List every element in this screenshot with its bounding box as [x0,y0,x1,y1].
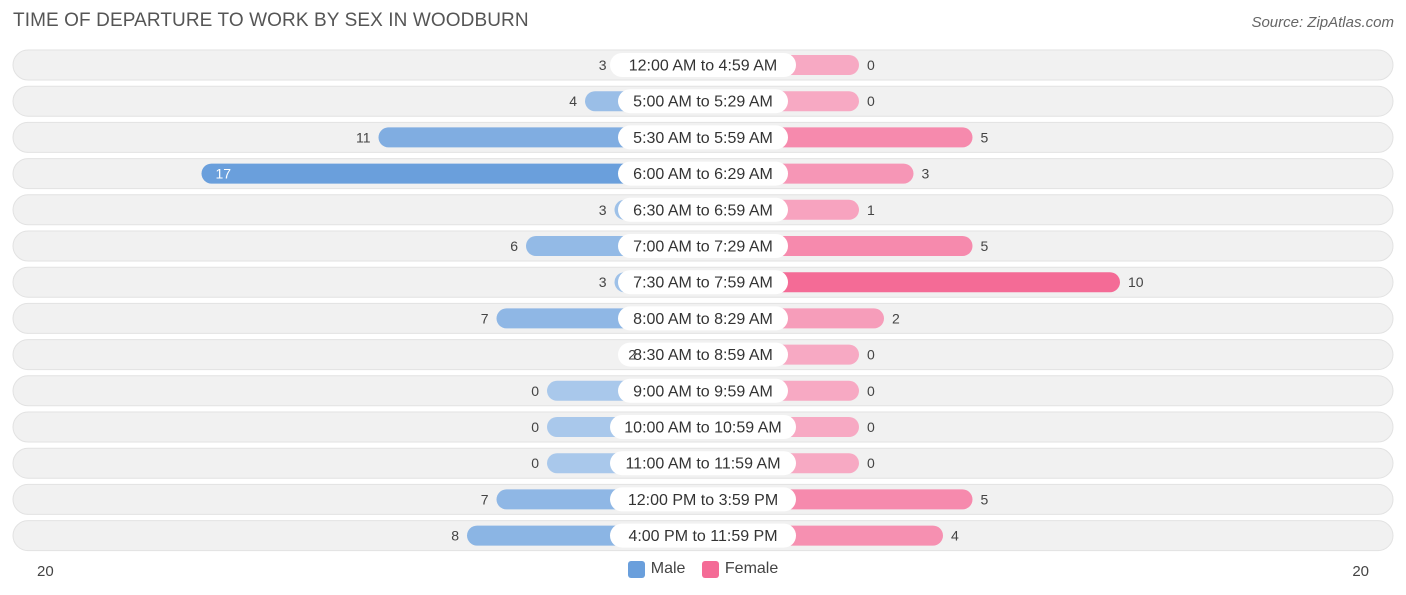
category-label: 12:00 PM to 3:59 PM [628,492,778,509]
category-label-pill [610,451,796,476]
female-value-label: 0 [867,419,875,435]
male-value-label: 4 [569,93,577,109]
chart-title: TIME OF DEPARTURE TO WORK BY SEX IN WOOD… [13,10,529,31]
axis-left-label: 20 [37,563,54,580]
category-label: 10:00 AM to 10:59 AM [624,420,781,437]
female-value-label: 0 [867,93,875,109]
category-label-pill [618,89,788,114]
legend-item-male: Male [627,560,686,578]
female-value-label: 5 [981,238,989,254]
female-value-label: 1 [867,202,875,218]
female-value-label: 5 [981,491,989,507]
female-bar [703,272,1120,293]
category-label: 9:00 AM to 9:59 AM [633,383,773,400]
male-value-label: 11 [356,129,371,145]
male-value-label: 7 [481,310,489,326]
category-label-pill [618,125,788,150]
legend-label-female: Female [724,560,779,577]
category-label: 6:00 AM to 6:29 AM [633,166,773,183]
category-label: 8:30 AM to 8:59 AM [633,347,773,364]
male-value-label: 3 [599,57,607,73]
category-label: 7:00 AM to 7:29 AM [633,239,773,256]
female-value-label: 0 [867,347,875,363]
category-label-pill [618,342,788,367]
male-value-label: 0 [531,455,539,471]
category-label-pill [618,161,788,186]
category-label-pill [618,306,788,331]
male-value-label: 17 [216,166,232,182]
female-value-label: 0 [867,57,875,73]
female-value-label: 4 [951,528,959,544]
category-label: 7:30 AM to 7:59 AM [633,275,773,292]
category-label-pill [610,523,796,548]
legend-swatch-female [701,560,719,578]
male-value-label: 6 [510,238,518,254]
category-label: 12:00 AM to 4:59 AM [629,58,778,75]
female-value-label: 0 [867,383,875,399]
female-value-label: 3 [922,166,930,182]
category-label-pill [610,53,796,77]
category-label-pill [618,378,788,403]
legend-swatch-male [627,560,645,578]
female-value-label: 5 [981,129,989,145]
male-value-label: 0 [531,383,539,399]
female-value-label: 2 [892,310,900,326]
category-label: 11:00 AM to 11:59 AM [625,456,780,473]
male-value-label: 3 [599,274,607,290]
legend: Male Female [0,560,1406,583]
category-label: 8:00 AM to 8:29 AM [633,311,773,328]
male-value-label: 3 [599,202,607,218]
source-label: Source: ZipAtlas.com [1251,14,1394,31]
male-value-label: 0 [531,419,539,435]
legend-item-female: Female [701,560,779,578]
male-bar [201,163,703,184]
male-value-label: 8 [451,528,459,544]
legend-label-male: Male [650,560,686,577]
category-label-pill [618,234,788,258]
male-value-label: 2 [628,347,636,363]
category-label: 5:30 AM to 5:59 AM [633,130,773,147]
axis-right-label: 20 [1352,563,1369,580]
category-label-pill [610,487,796,512]
female-value-label: 0 [867,455,875,471]
category-label-pill [610,415,796,439]
category-label: 6:30 AM to 6:59 AM [633,202,773,219]
female-value-label: 10 [1128,274,1144,290]
category-label-pill [618,197,788,222]
category-label-pill [618,270,788,295]
male-value-label: 7 [481,491,489,507]
category-label: 4:00 PM to 11:59 PM [628,528,777,545]
category-label: 5:00 AM to 5:29 AM [633,94,773,111]
